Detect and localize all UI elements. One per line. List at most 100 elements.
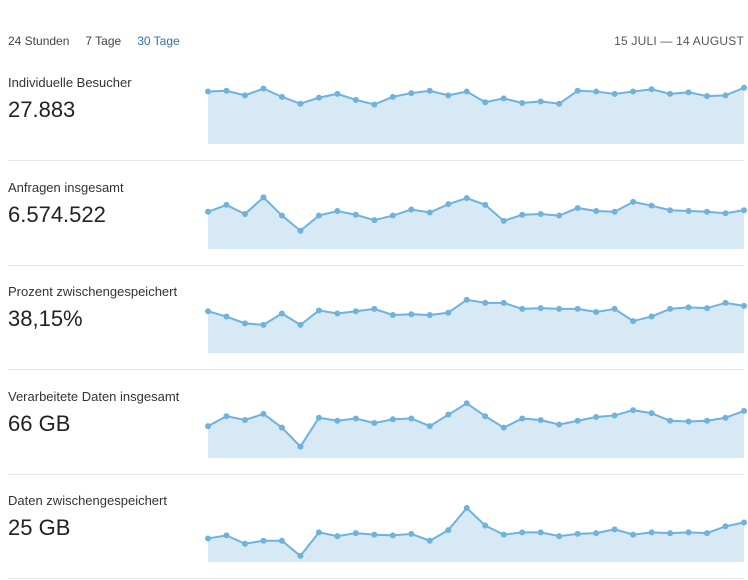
data-point[interactable] (297, 100, 304, 107)
data-point[interactable] (685, 89, 692, 96)
data-point[interactable] (593, 207, 600, 214)
data-point[interactable] (334, 310, 341, 317)
data-point[interactable] (741, 407, 747, 414)
data-point[interactable] (463, 296, 470, 303)
data-point[interactable] (334, 90, 341, 97)
data-point[interactable] (315, 94, 322, 101)
data-point[interactable] (667, 305, 674, 312)
tab-24-hours[interactable]: 24 Stunden (8, 34, 70, 48)
data-point[interactable] (500, 531, 507, 538)
data-point[interactable] (519, 414, 526, 421)
data-point[interactable] (630, 88, 637, 95)
data-point[interactable] (389, 312, 396, 318)
data-point[interactable] (630, 318, 637, 325)
data-point[interactable] (371, 101, 378, 108)
data-point[interactable] (556, 305, 563, 312)
data-point[interactable] (260, 410, 267, 417)
data-point[interactable] (722, 209, 729, 216)
data-point[interactable] (241, 320, 248, 327)
data-point[interactable] (278, 424, 285, 431)
data-point[interactable] (630, 406, 637, 413)
data-point[interactable] (371, 216, 378, 223)
data-point[interactable] (704, 208, 711, 215)
data-point[interactable] (722, 414, 729, 421)
data-point[interactable] (519, 305, 526, 312)
data-point[interactable] (537, 98, 544, 105)
data-point[interactable] (519, 99, 526, 106)
data-point[interactable] (648, 202, 655, 209)
data-point[interactable] (205, 422, 211, 429)
data-point[interactable] (334, 417, 341, 424)
data-point[interactable] (315, 529, 322, 536)
data-point[interactable] (482, 299, 489, 306)
data-point[interactable] (741, 302, 747, 309)
data-point[interactable] (630, 531, 637, 538)
data-point[interactable] (241, 210, 248, 217)
data-point[interactable] (537, 305, 544, 312)
data-point[interactable] (241, 92, 248, 99)
data-point[interactable] (667, 530, 674, 537)
data-point[interactable] (223, 532, 230, 539)
data-point[interactable] (593, 308, 600, 315)
data-point[interactable] (556, 212, 563, 219)
data-point[interactable] (611, 208, 618, 215)
data-point[interactable] (241, 416, 248, 423)
data-point[interactable] (482, 522, 489, 529)
data-point[interactable] (260, 321, 267, 328)
data-point[interactable] (445, 411, 452, 418)
data-point[interactable] (648, 313, 655, 320)
data-point[interactable] (574, 530, 581, 537)
data-point[interactable] (315, 212, 322, 219)
data-point[interactable] (426, 209, 433, 216)
data-point[interactable] (722, 299, 729, 306)
data-point[interactable] (537, 416, 544, 423)
data-point[interactable] (704, 93, 711, 100)
data-point[interactable] (408, 90, 415, 97)
data-point[interactable] (463, 505, 470, 512)
data-point[interactable] (537, 529, 544, 536)
data-point[interactable] (278, 537, 285, 544)
data-point[interactable] (611, 411, 618, 418)
data-point[interactable] (611, 90, 618, 97)
data-point[interactable] (315, 307, 322, 314)
data-point[interactable] (685, 418, 692, 425)
data-point[interactable] (741, 206, 747, 213)
data-point[interactable] (463, 88, 470, 95)
data-point[interactable] (260, 85, 267, 92)
data-point[interactable] (574, 417, 581, 424)
data-point[interactable] (297, 552, 304, 559)
data-point[interactable] (408, 414, 415, 421)
data-point[interactable] (205, 308, 211, 315)
data-point[interactable] (352, 96, 359, 103)
data-point[interactable] (334, 207, 341, 214)
data-point[interactable] (205, 88, 211, 95)
data-point[interactable] (556, 421, 563, 428)
data-point[interactable] (223, 412, 230, 419)
data-point[interactable] (574, 305, 581, 312)
data-point[interactable] (500, 299, 507, 306)
data-point[interactable] (611, 526, 618, 533)
data-point[interactable] (722, 92, 729, 99)
data-point[interactable] (685, 304, 692, 311)
data-point[interactable] (574, 87, 581, 94)
data-point[interactable] (445, 92, 452, 99)
data-point[interactable] (482, 412, 489, 419)
data-point[interactable] (278, 310, 285, 317)
data-point[interactable] (667, 417, 674, 424)
data-point[interactable] (593, 88, 600, 95)
data-point[interactable] (334, 533, 341, 540)
data-point[interactable] (704, 417, 711, 424)
data-point[interactable] (667, 206, 674, 213)
data-point[interactable] (371, 305, 378, 312)
data-point[interactable] (352, 414, 359, 421)
data-point[interactable] (260, 193, 267, 200)
data-point[interactable] (426, 422, 433, 429)
data-point[interactable] (445, 527, 452, 534)
data-point[interactable] (537, 210, 544, 217)
data-point[interactable] (685, 529, 692, 536)
data-point[interactable] (278, 212, 285, 219)
data-point[interactable] (593, 530, 600, 537)
data-point[interactable] (352, 308, 359, 315)
data-point[interactable] (297, 227, 304, 234)
data-point[interactable] (630, 198, 637, 205)
